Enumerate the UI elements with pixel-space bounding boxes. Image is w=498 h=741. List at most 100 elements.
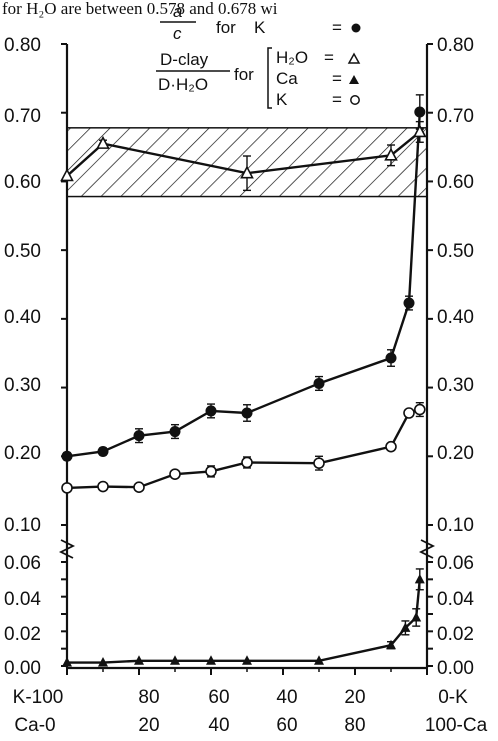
x-tick-label-row2: 60 (276, 715, 297, 736)
right-axis-labels: 0.80 0.70 0.60 0.50 0.40 0.30 0.20 0.10 … (437, 35, 474, 679)
right-tick-label: 0.40 (437, 307, 474, 328)
x-tick-label-row1: K-100 (13, 687, 64, 708)
legend-h2o-eq: = (324, 48, 334, 67)
data-point (384, 147, 398, 161)
right-tick-label: 0.02 (437, 624, 474, 645)
legend-k-label: K (254, 18, 266, 37)
data-point (240, 165, 254, 179)
legend-filled-circle-icon (351, 23, 361, 33)
right-tick-label: 0.04 (437, 589, 474, 610)
x-tick-label-row2: 80 (344, 715, 365, 736)
data-point (97, 480, 109, 493)
left-tick-label: 0.20 (4, 443, 41, 464)
data-point (314, 655, 324, 665)
x-tick-label-row2: 100-Ca (425, 715, 488, 736)
x-tick-label-row1: 40 (276, 687, 297, 708)
series-line (66, 408, 421, 490)
series-0 (61, 94, 426, 462)
left-tick-label: 0.70 (4, 106, 41, 127)
series-1 (61, 401, 426, 494)
x-tick-label-row2: 40 (208, 715, 229, 736)
left-tick-label: 0.50 (4, 241, 41, 262)
data-point (60, 168, 74, 182)
left-tick-label: 0.10 (4, 515, 41, 536)
data-point (98, 657, 108, 667)
legend-c: c (173, 24, 182, 43)
left-axis-labels: 0.80 0.70 0.60 0.50 0.40 0.30 0.20 0.10 … (4, 35, 41, 679)
legend-bracket (267, 47, 272, 109)
left-tick-label: 0.02 (4, 624, 41, 645)
data-point (241, 407, 253, 419)
left-tick-label: 0.30 (4, 375, 41, 396)
data-point (403, 407, 415, 419)
series-line (67, 579, 421, 664)
data-point (385, 440, 397, 453)
data-point (62, 657, 72, 667)
data-point (414, 106, 426, 118)
data-point (403, 297, 415, 309)
right-tick-label: 0.50 (437, 241, 474, 262)
series-3 (62, 568, 425, 667)
data-point (61, 450, 73, 462)
data-point (386, 639, 396, 650)
x-tick-label-row1: 80 (138, 687, 159, 708)
legend-a: a (173, 2, 182, 21)
legend-filled-triangle-icon (349, 75, 359, 84)
axis-ticks (61, 43, 433, 675)
data-point (413, 403, 426, 416)
x-axis-labels: K-100 80 60 40 20 0-K Ca-0 20 40 60 80 1… (13, 687, 488, 736)
legend-open-triangle-icon (347, 52, 361, 64)
data-point (205, 405, 217, 417)
series-2 (60, 120, 427, 192)
left-tick-label: 0.60 (4, 172, 41, 193)
data-point (170, 655, 180, 665)
series-layer (60, 94, 427, 667)
data-point (241, 456, 253, 469)
right-tick-label: 0.70 (437, 106, 474, 127)
data-point (96, 135, 110, 149)
axis-break-right (418, 539, 436, 559)
data-point (313, 457, 325, 469)
legend-h2o-label: H₂O (276, 48, 308, 67)
left-tick-label: 0.80 (4, 35, 41, 56)
legend-open-circle-icon (350, 95, 360, 105)
series-line (66, 111, 421, 458)
data-point (412, 124, 427, 138)
data-point (97, 445, 109, 457)
data-point (134, 655, 144, 665)
right-tick-label: 0.06 (437, 553, 474, 574)
x-tick-label-row2: 20 (138, 715, 159, 736)
left-tick-label: 0.06 (4, 553, 41, 574)
data-point (414, 573, 425, 584)
data-point (133, 481, 145, 494)
legend-k2-eq: = (332, 90, 342, 109)
legend-k2-label: K (276, 90, 288, 109)
data-point (242, 655, 252, 665)
right-tick-label: 0.20 (437, 443, 474, 464)
data-point (205, 465, 217, 478)
legend-ca-label: Ca (276, 69, 298, 88)
data-point (169, 468, 181, 480)
legend-dh2o: D·H₂O (158, 75, 208, 94)
x-tick-label-row1: 20 (344, 687, 365, 708)
x-tick-label-row1: 0-K (438, 687, 468, 708)
legend: a c for K = D-clay D·H₂O for H₂O = Ca = … (156, 2, 361, 109)
x-tick-label-row1: 60 (208, 687, 229, 708)
data-point (400, 622, 411, 632)
right-tick-label: 0.60 (437, 172, 474, 193)
right-tick-label: 0.10 (437, 515, 474, 536)
data-point (133, 430, 145, 442)
data-point (313, 377, 325, 389)
axis-break-left (58, 539, 76, 559)
data-point (411, 611, 422, 622)
data-point (206, 655, 216, 665)
left-tick-label: 0.40 (4, 307, 41, 328)
legend-for-2: for (234, 65, 254, 84)
right-tick-label: 0.30 (437, 375, 474, 396)
left-tick-label: 0.04 (4, 589, 41, 610)
header-text: for H₂O are between 0.578 and 0.678 wi (2, 0, 278, 18)
x-tick-label-row2: Ca-0 (14, 715, 55, 736)
right-tick-label: 0.00 (437, 658, 474, 679)
legend-for-1: for (216, 18, 236, 37)
data-point (385, 352, 397, 364)
